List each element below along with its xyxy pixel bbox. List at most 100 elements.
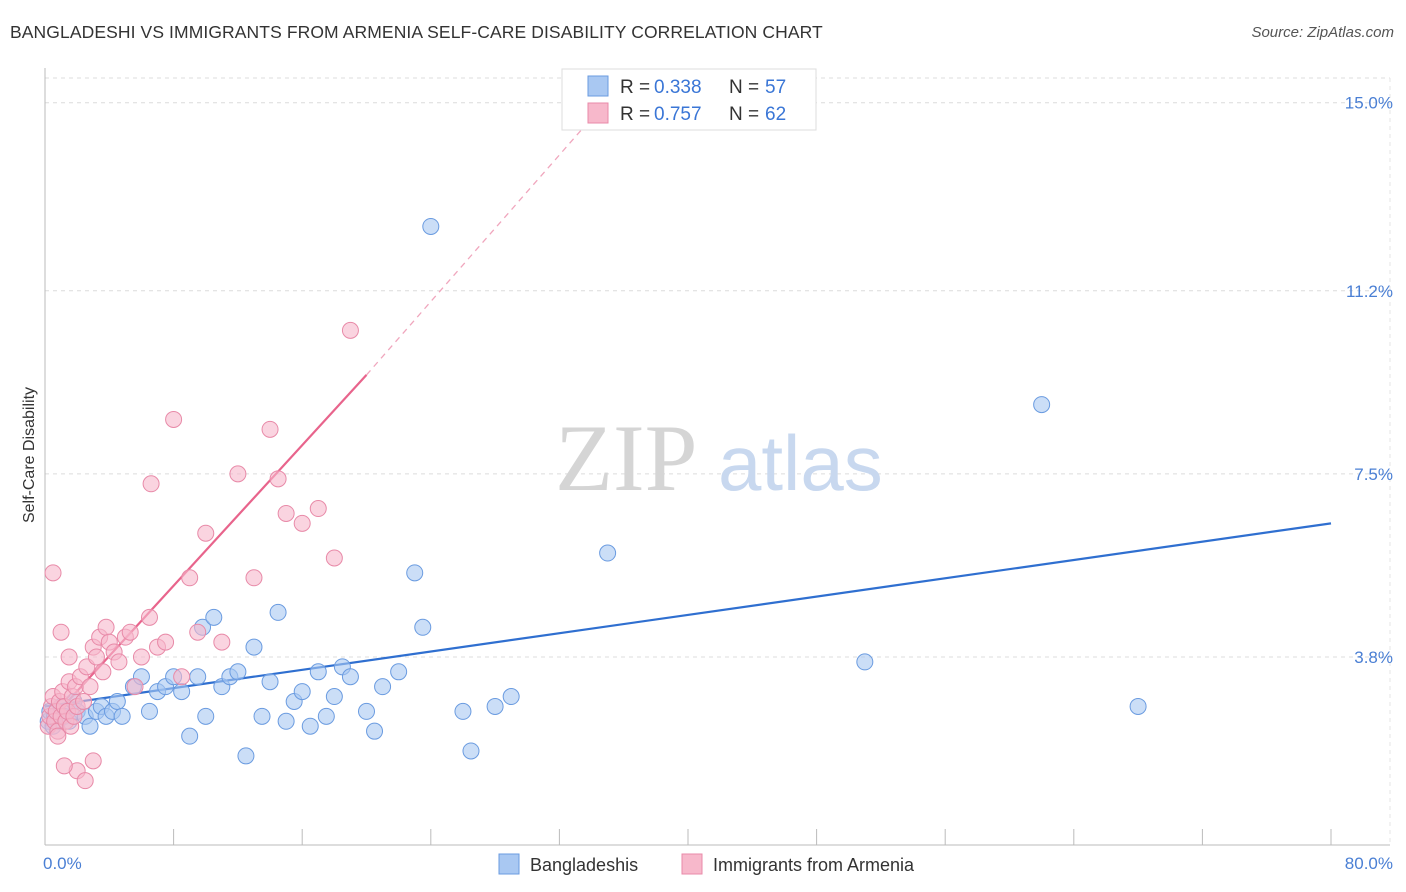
point-bangladeshis-51 bbox=[406, 564, 424, 582]
point-armenia-32 bbox=[121, 623, 139, 641]
y-axis-label: Self-Care Disability bbox=[21, 387, 38, 523]
bottom-legend-label-bangladeshis: Bangladeshis bbox=[530, 855, 638, 875]
legend-r-value-2: 0.757 bbox=[654, 104, 702, 125]
legend-swatch-armenia bbox=[587, 102, 609, 124]
point-bangladeshis-59 bbox=[856, 653, 874, 671]
point-bangladeshis-46 bbox=[341, 668, 359, 686]
point-bangladeshis-41 bbox=[301, 717, 319, 735]
point-bangladeshis-29 bbox=[205, 608, 223, 626]
legend-n-value-2: 62 bbox=[765, 104, 786, 125]
point-bangladeshis-24 bbox=[173, 683, 191, 701]
point-armenia-43 bbox=[213, 633, 231, 651]
x-tick-label-1: 80.0% bbox=[1345, 854, 1393, 873]
point-armenia-57 bbox=[84, 752, 102, 770]
point-bangladeshis-36 bbox=[261, 673, 279, 691]
point-bangladeshis-35 bbox=[253, 707, 271, 725]
chart-title: BANGLADESHI VS IMMIGRANTS FROM ARMENIA S… bbox=[10, 22, 823, 42]
point-bangladeshis-38 bbox=[277, 712, 295, 730]
point-armenia-33 bbox=[126, 678, 144, 696]
point-armenia-45 bbox=[245, 569, 263, 587]
bottom-legend: Bangladeshis Immigrants from Armenia bbox=[498, 853, 915, 875]
point-armenia-27 bbox=[97, 618, 115, 636]
chart-source: Source: ZipAtlas.com bbox=[1251, 24, 1394, 41]
point-bangladeshis-40 bbox=[293, 683, 311, 701]
watermark-atlas: atlas bbox=[718, 419, 883, 507]
point-bangladeshis-49 bbox=[374, 678, 392, 696]
point-bangladeshis-44 bbox=[325, 688, 343, 706]
point-armenia-46 bbox=[261, 420, 279, 438]
point-bangladeshis-42 bbox=[309, 663, 327, 681]
bottom-legend-swatch-armenia bbox=[681, 853, 703, 875]
point-armenia-48 bbox=[277, 504, 295, 522]
y-tick-label-0: 3.8% bbox=[1354, 648, 1393, 667]
point-bangladeshis-50 bbox=[390, 663, 408, 681]
trend-line-bangladeshis bbox=[44, 522, 1332, 708]
point-bangladeshis-55 bbox=[462, 742, 480, 760]
point-bangladeshis-16 bbox=[108, 692, 126, 710]
point-bangladeshis-53 bbox=[422, 217, 440, 235]
bottom-legend-label-armenia: Immigrants from Armenia bbox=[713, 855, 915, 875]
point-bangladeshis-56 bbox=[486, 697, 504, 715]
tick-labels: 3.8% 7.5% 11.2% 15.0% 0.0% 80.0% bbox=[43, 94, 1393, 873]
point-armenia-52 bbox=[44, 564, 62, 582]
point-armenia-24 bbox=[87, 648, 105, 666]
point-armenia-61 bbox=[341, 321, 359, 339]
legend-n-label-2: N = bbox=[729, 104, 759, 125]
point-armenia-40 bbox=[181, 569, 199, 587]
top-legend: R = 0.338 N = 57 R = 0.757 N = 62 bbox=[561, 68, 817, 131]
point-bangladeshis-20 bbox=[140, 702, 158, 720]
point-armenia-35 bbox=[140, 608, 158, 626]
y-tick-label-2: 11.2% bbox=[1346, 282, 1393, 301]
legend-n-label-1: N = bbox=[729, 77, 759, 98]
point-armenia-53 bbox=[52, 623, 70, 641]
point-armenia-60 bbox=[142, 475, 160, 493]
point-bangladeshis-28 bbox=[197, 707, 215, 725]
watermark: ZIP atlas bbox=[555, 405, 883, 511]
legend-n-value-1: 57 bbox=[765, 77, 786, 98]
point-armenia-47 bbox=[269, 470, 287, 488]
watermark-zip: ZIP bbox=[555, 405, 698, 511]
point-bangladeshis-33 bbox=[237, 747, 255, 765]
point-armenia-30 bbox=[110, 653, 128, 671]
point-bangladeshis-48 bbox=[366, 722, 384, 740]
point-bangladeshis-57 bbox=[502, 688, 520, 706]
point-armenia-51 bbox=[325, 549, 343, 567]
point-bangladeshis-52 bbox=[414, 618, 432, 636]
point-bangladeshis-43 bbox=[317, 707, 335, 725]
point-armenia-58 bbox=[55, 757, 73, 775]
point-bangladeshis-37 bbox=[269, 603, 287, 621]
point-armenia-56 bbox=[76, 772, 94, 790]
point-armenia-37 bbox=[157, 633, 175, 651]
point-armenia-50 bbox=[309, 500, 327, 518]
legend-swatch-bangladeshis bbox=[587, 75, 609, 97]
point-bangladeshis-60 bbox=[1033, 396, 1051, 414]
point-bangladeshis-47 bbox=[358, 702, 375, 720]
point-bangladeshis-61 bbox=[1129, 697, 1147, 715]
legend-r-value-1: 0.338 bbox=[654, 77, 702, 98]
y-tick-label-1: 7.5% bbox=[1354, 465, 1393, 484]
point-bangladeshis-54 bbox=[454, 702, 472, 720]
x-tick-label-0: 0.0% bbox=[43, 854, 82, 873]
y-tick-label-3: 15.0% bbox=[1345, 94, 1393, 113]
bottom-legend-swatch-bangladeshis bbox=[498, 853, 520, 875]
trend-line-armenia-extension bbox=[366, 127, 585, 376]
point-armenia-39 bbox=[173, 668, 191, 686]
point-armenia-42 bbox=[197, 524, 215, 542]
point-armenia-20 bbox=[75, 692, 93, 710]
point-armenia-49 bbox=[293, 514, 311, 532]
point-armenia-38 bbox=[165, 410, 183, 428]
point-bangladeshis-32 bbox=[229, 663, 247, 681]
point-bangladeshis-11 bbox=[81, 717, 99, 735]
point-armenia-59 bbox=[49, 727, 67, 745]
legend-r-label-2: R = bbox=[620, 104, 650, 125]
point-bangladeshis-34 bbox=[245, 638, 263, 656]
point-bangladeshis-17 bbox=[113, 707, 131, 725]
legend-r-label-1: R = bbox=[620, 77, 650, 98]
point-armenia-22 bbox=[81, 678, 99, 696]
data-points bbox=[39, 217, 1147, 790]
point-bangladeshis-58 bbox=[599, 544, 617, 562]
point-armenia-34 bbox=[132, 648, 150, 666]
point-bangladeshis-26 bbox=[189, 668, 207, 686]
point-armenia-41 bbox=[189, 623, 207, 641]
